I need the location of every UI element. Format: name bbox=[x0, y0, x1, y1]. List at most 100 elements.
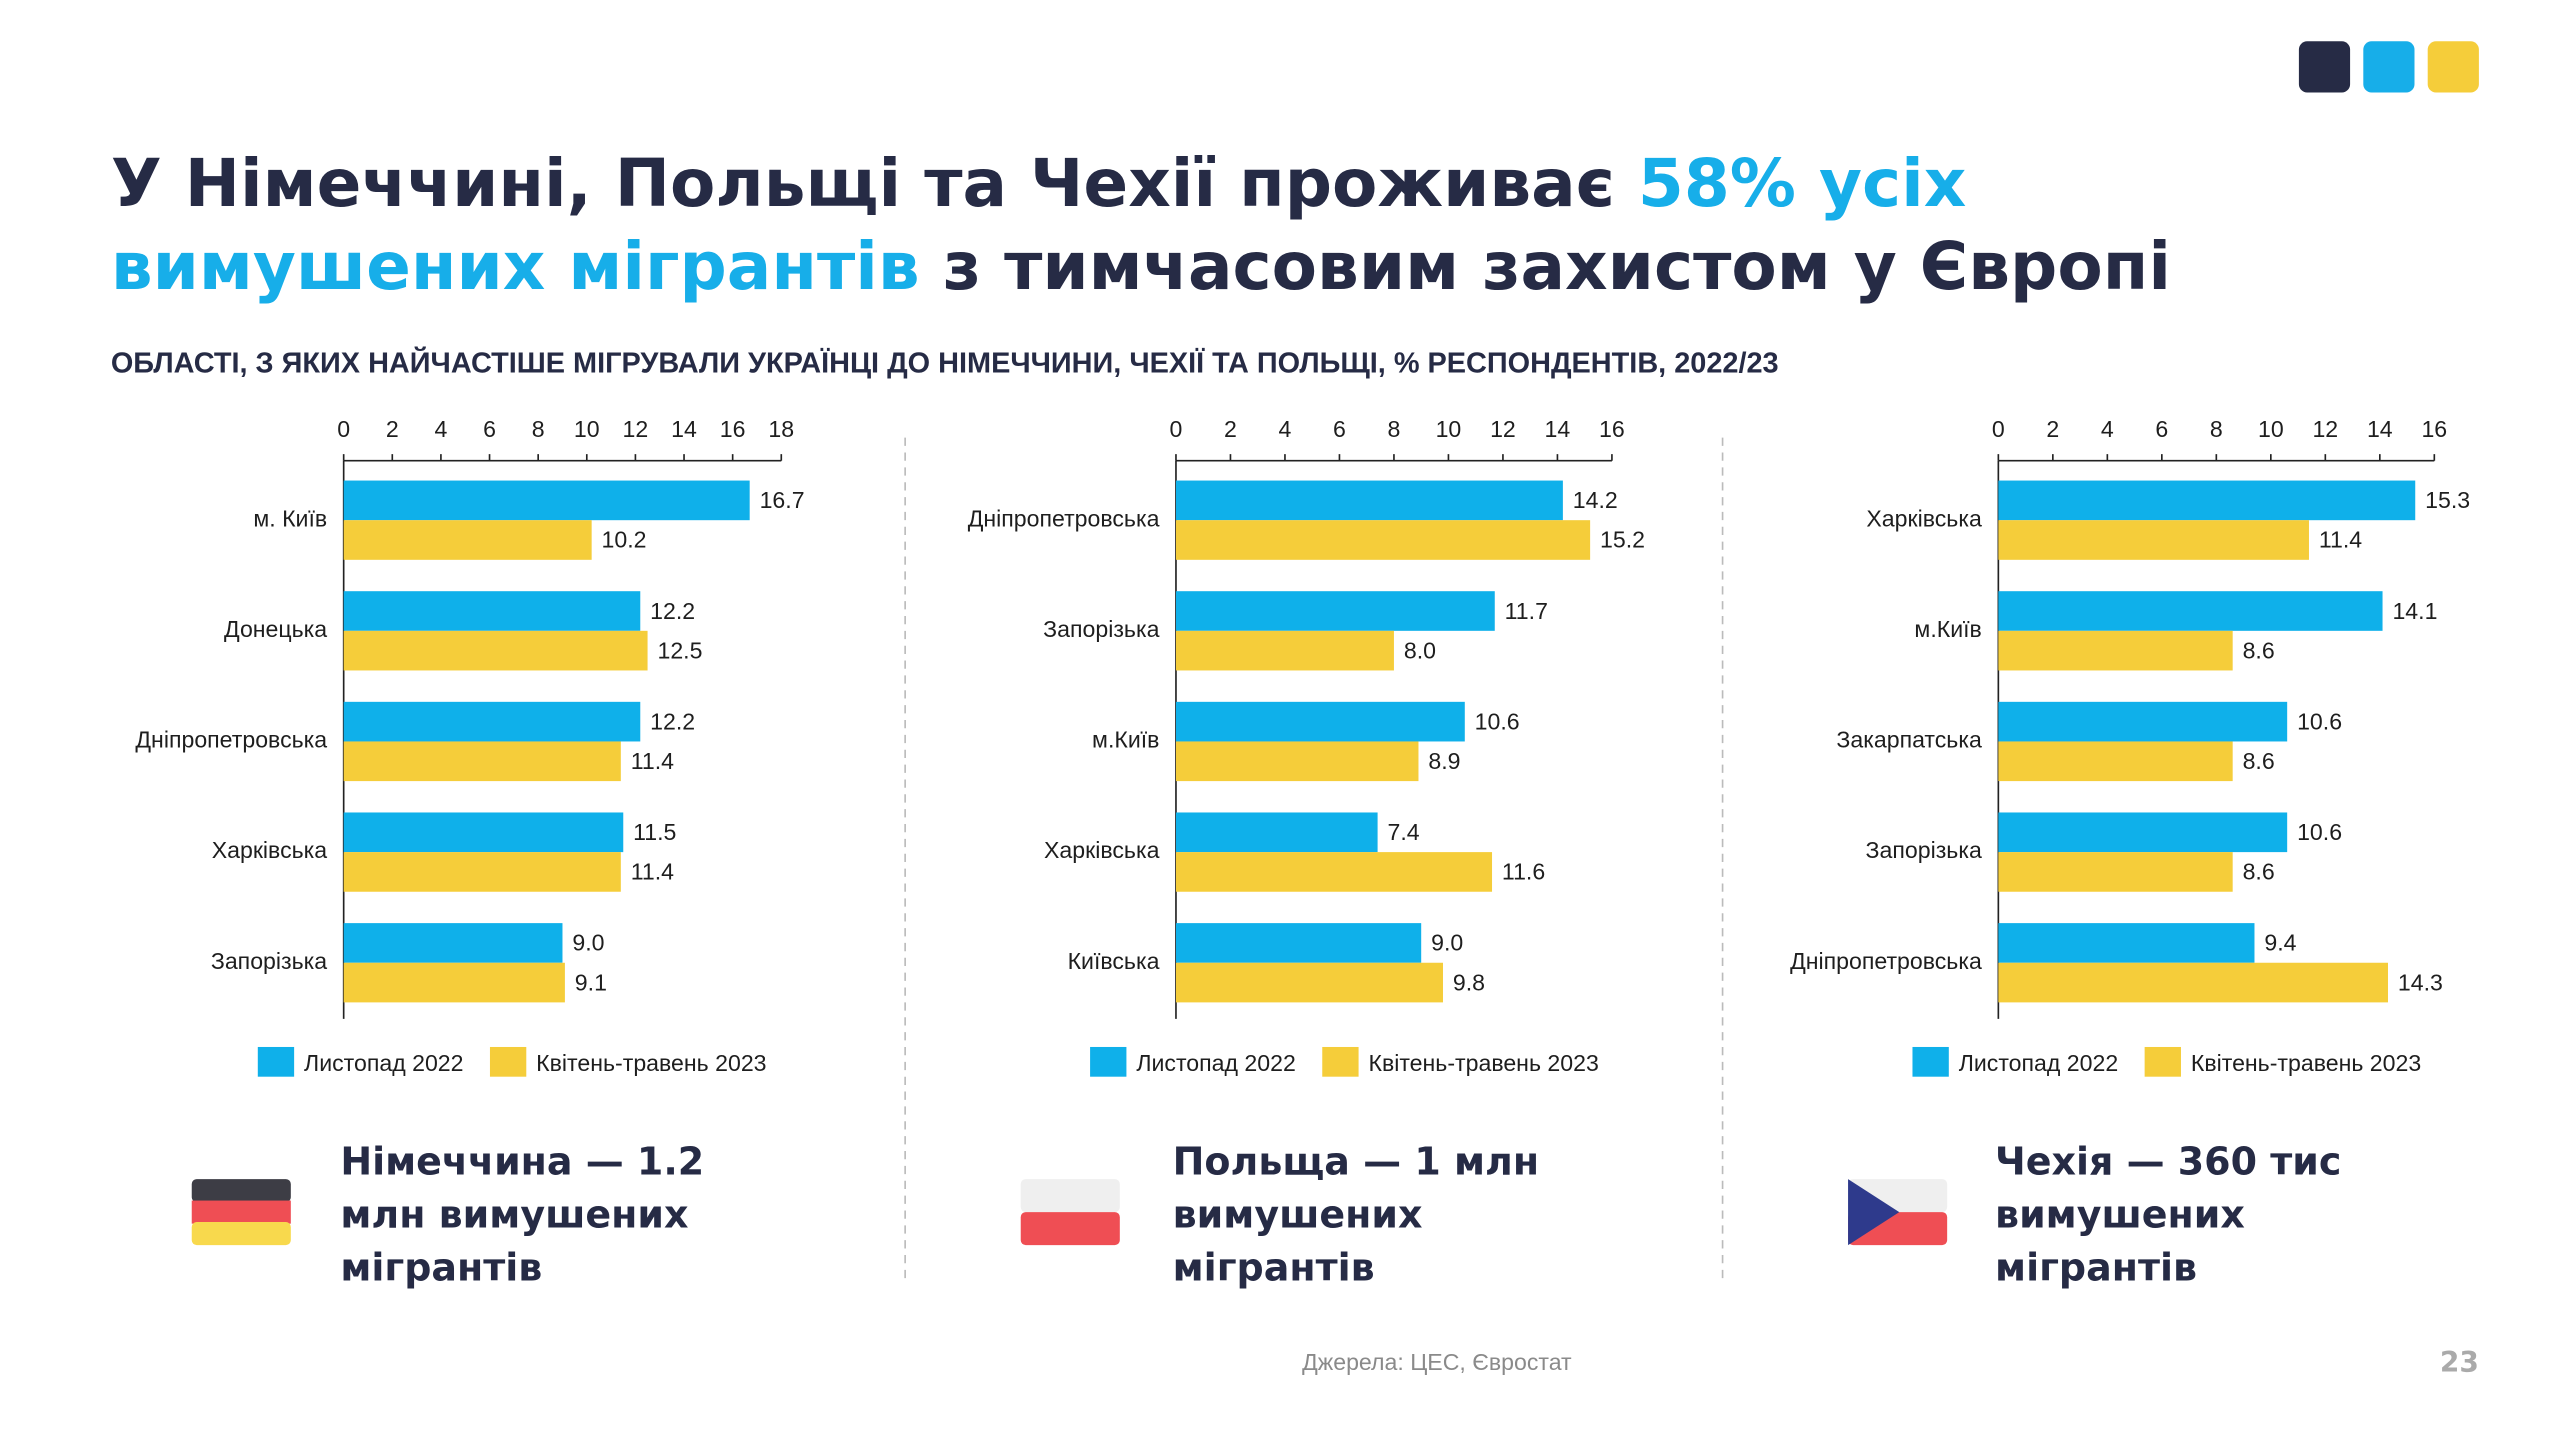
value-label: 14.1 bbox=[2392, 598, 2437, 624]
legend-swatch bbox=[1912, 1046, 1949, 1077]
x-tick-label: 12 bbox=[2312, 416, 2338, 442]
value-label: 10.6 bbox=[2297, 819, 2342, 845]
x-tick-label: 2 bbox=[1224, 416, 1237, 442]
y-tick-label: Запорізька bbox=[211, 948, 327, 974]
title-line: вимушених мігрантів з тимчасовим захисто… bbox=[111, 228, 2171, 305]
value-label: 11.7 bbox=[1505, 598, 1548, 624]
x-tick-label: 10 bbox=[574, 416, 600, 442]
x-tick-label: 8 bbox=[1388, 416, 1401, 442]
x-tick-label: 6 bbox=[483, 416, 496, 442]
value-label: 8.6 bbox=[2243, 637, 2275, 663]
value-label: 11.4 bbox=[2319, 527, 2362, 553]
flag-czechia bbox=[1848, 1179, 1948, 1246]
x-tick-label: 16 bbox=[1599, 416, 1625, 442]
x-tick-label: 14 bbox=[2367, 416, 2393, 442]
caption: Польща — 1 млн bbox=[1173, 1140, 1539, 1184]
y-tick-label: м.Київ bbox=[1092, 727, 1159, 753]
value-label: 9.1 bbox=[575, 969, 607, 995]
value-label: 8.0 bbox=[1404, 637, 1436, 663]
x-tick-label: 8 bbox=[532, 416, 545, 442]
title-segment: 58% усіх bbox=[1638, 145, 1967, 222]
y-tick-label: м. Київ bbox=[253, 505, 327, 531]
value-label: 12.2 bbox=[650, 598, 695, 624]
y-tick-label: Запорізька bbox=[1043, 616, 1159, 642]
bar bbox=[343, 962, 565, 1003]
x-tick-label: 6 bbox=[2155, 416, 2168, 442]
x-tick-label: 2 bbox=[2046, 416, 2059, 442]
bar bbox=[1998, 962, 2388, 1003]
value-label: 7.4 bbox=[1388, 819, 1420, 845]
bar bbox=[343, 812, 624, 853]
x-tick-label: 10 bbox=[2258, 416, 2284, 442]
value-label: 16.7 bbox=[760, 487, 805, 513]
x-tick-label: 16 bbox=[720, 416, 746, 442]
caption: вимушених bbox=[1173, 1193, 1423, 1237]
y-tick-label: Харківська bbox=[1866, 505, 1982, 531]
bar bbox=[343, 591, 641, 631]
y-tick-label: Харківська bbox=[1044, 837, 1160, 863]
legend-swatch bbox=[1322, 1046, 1359, 1077]
logo-square bbox=[2363, 41, 2415, 93]
y-tick-label: Київська bbox=[1068, 948, 1160, 974]
logo-square bbox=[2298, 41, 2351, 93]
x-tick-label: 4 bbox=[2101, 416, 2114, 442]
value-label: 11.6 bbox=[1502, 859, 1545, 885]
bar bbox=[1998, 923, 2255, 963]
y-tick-label: Дніпропетровська bbox=[1790, 948, 1982, 974]
y-tick-label: м.Київ bbox=[1914, 616, 1981, 642]
x-tick-label: 0 bbox=[1992, 416, 2005, 442]
x-tick-label: 0 bbox=[337, 416, 350, 442]
flag-germany bbox=[191, 1179, 291, 1246]
bar bbox=[1175, 701, 1465, 742]
legend-label: Квітень-травень 2023 bbox=[1368, 1050, 1598, 1076]
y-tick-label: Дніпропетровська bbox=[968, 505, 1160, 531]
legend-label: Квітень-травень 2023 bbox=[2191, 1050, 2421, 1076]
y-tick-label: Донецька bbox=[224, 616, 327, 642]
page-number: 23 bbox=[2440, 1346, 2479, 1379]
x-tick-label: 12 bbox=[1490, 416, 1516, 442]
bar bbox=[343, 852, 621, 892]
source: Джерела: ЦЕС, Євростат bbox=[1302, 1349, 1572, 1375]
bar bbox=[1175, 630, 1394, 671]
value-label: 11.4 bbox=[631, 859, 674, 885]
value-label: 9.8 bbox=[1453, 969, 1485, 995]
caption: Чехія — 360 тис bbox=[1995, 1140, 2341, 1184]
legend-label: Листопад 2022 bbox=[1136, 1050, 1296, 1076]
bar bbox=[1998, 701, 2288, 742]
title-segment: У Німеччині, Польщі та Чехії проживає bbox=[111, 145, 1638, 222]
title-segment: з тимчасовим захистом у Європі bbox=[920, 228, 2171, 305]
bar bbox=[343, 630, 648, 671]
x-tick-label: 2 bbox=[386, 416, 399, 442]
legend-label: Листопад 2022 bbox=[304, 1050, 464, 1076]
bar bbox=[1998, 812, 2288, 853]
x-tick-label: 16 bbox=[2421, 416, 2447, 442]
value-label: 12.5 bbox=[657, 637, 702, 663]
y-tick-label: Запорізька bbox=[1866, 837, 1982, 863]
bar bbox=[1175, 480, 1563, 521]
caption: мігрантів bbox=[340, 1245, 542, 1289]
value-label: 15.3 bbox=[2425, 487, 2470, 513]
caption: вимушених bbox=[1995, 1193, 2245, 1237]
caption: млн вимушених bbox=[340, 1193, 688, 1237]
subtitle: ОБЛАСТІ, З ЯКИХ НАЙЧАСТІШЕ МІГРУВАЛИ УКР… bbox=[111, 346, 1779, 380]
x-tick-label: 4 bbox=[1279, 416, 1292, 442]
value-label: 9.0 bbox=[572, 930, 604, 956]
value-label: 8.6 bbox=[2243, 748, 2275, 774]
x-tick-label: 14 bbox=[671, 416, 697, 442]
value-label: 10.2 bbox=[602, 527, 647, 553]
x-tick-label: 0 bbox=[1170, 416, 1183, 442]
y-tick-label: Харківська bbox=[212, 837, 328, 863]
bar bbox=[1175, 520, 1591, 560]
y-tick-label: Дніпропетровська bbox=[135, 727, 327, 753]
bar bbox=[343, 741, 621, 782]
value-label: 11.5 bbox=[633, 819, 676, 845]
value-label: 9.0 bbox=[1431, 930, 1463, 956]
legend-swatch bbox=[489, 1046, 527, 1077]
bar bbox=[343, 923, 563, 963]
x-tick-label: 6 bbox=[1333, 416, 1346, 442]
value-label: 14.2 bbox=[1573, 487, 1618, 513]
bar bbox=[1175, 591, 1495, 631]
bar bbox=[1998, 741, 2233, 782]
